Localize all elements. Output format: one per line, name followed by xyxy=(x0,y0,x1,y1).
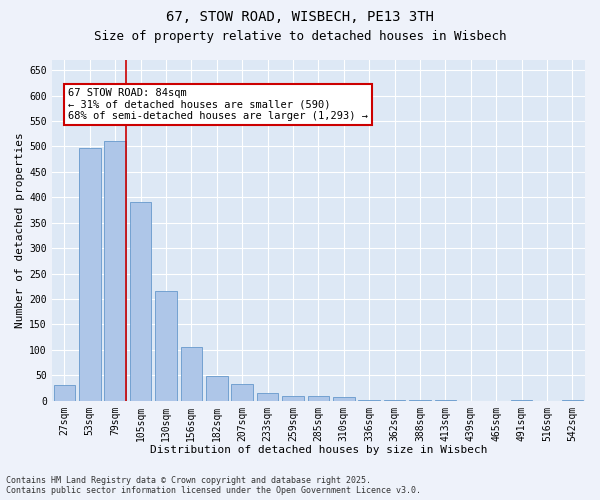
Bar xyxy=(53,386,75,400)
Y-axis label: Number of detached properties: Number of detached properties xyxy=(15,132,25,328)
X-axis label: Distribution of detached houses by size in Wisbech: Distribution of detached houses by size … xyxy=(149,445,487,455)
Bar xyxy=(104,142,126,400)
Bar xyxy=(282,396,304,400)
Text: Size of property relative to detached houses in Wisbech: Size of property relative to detached ho… xyxy=(94,30,506,43)
Bar xyxy=(206,376,227,400)
Bar xyxy=(333,397,355,400)
Text: 67, STOW ROAD, WISBECH, PE13 3TH: 67, STOW ROAD, WISBECH, PE13 3TH xyxy=(166,10,434,24)
Text: 67 STOW ROAD: 84sqm
← 31% of detached houses are smaller (590)
68% of semi-detac: 67 STOW ROAD: 84sqm ← 31% of detached ho… xyxy=(68,88,368,121)
Bar xyxy=(130,202,151,400)
Bar xyxy=(232,384,253,400)
Bar xyxy=(79,148,101,401)
Bar xyxy=(308,396,329,400)
Bar xyxy=(181,348,202,401)
Bar xyxy=(257,392,278,400)
Bar xyxy=(155,292,177,401)
Text: Contains HM Land Registry data © Crown copyright and database right 2025.
Contai: Contains HM Land Registry data © Crown c… xyxy=(6,476,421,495)
